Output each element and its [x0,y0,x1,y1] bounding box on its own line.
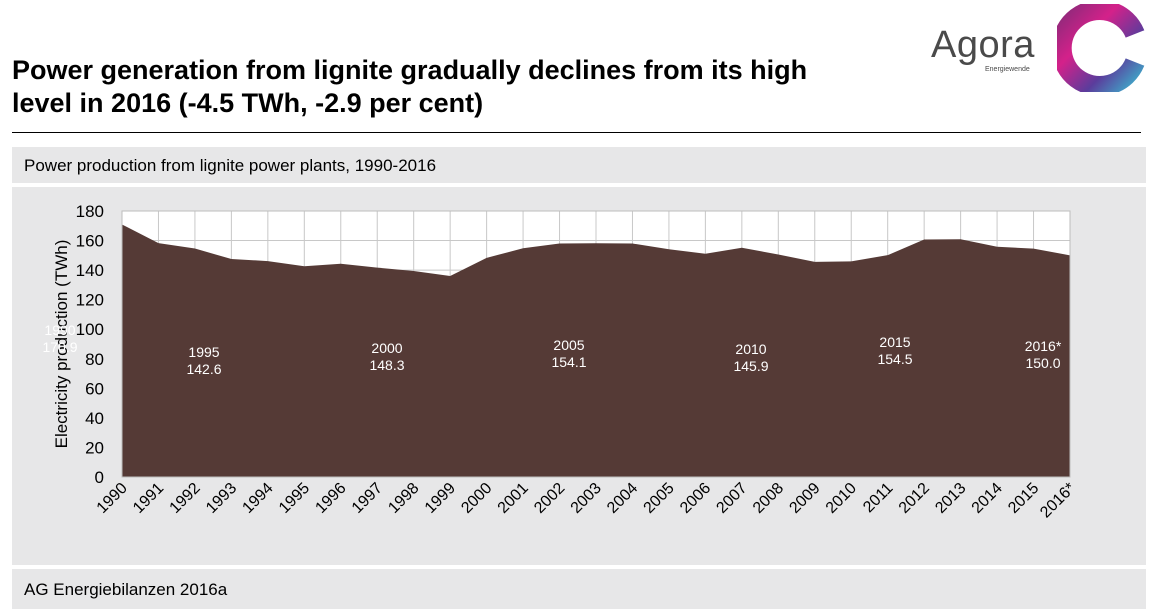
x-tick-label: 2011 [860,480,896,516]
y-tick-label: 40 [85,409,104,428]
annotation-year-1990: 1990 [44,322,75,338]
y-tick-label: 100 [76,320,104,339]
annotation-value-2016*: 150.0 [1025,355,1060,371]
annotation-value-2005: 154.1 [551,354,586,370]
x-tick-label: 2016* [1037,480,1079,522]
x-tick-label: 2006 [677,480,714,517]
y-tick-label: 140 [76,261,104,280]
x-tick-label: 2007 [713,480,750,517]
lignite-area-chart: 0 20 40 60 80 100 120 140 160 180 Electricity prod… [42,202,1079,522]
x-tick-label: 2009 [786,480,823,517]
page-title: Power generation from lignite gradually … [12,54,912,120]
source-text: AG Energiebilanzen 2016a [24,580,228,599]
plot-frame [121,210,1071,478]
y-tick-label: 160 [76,232,104,251]
chart-panel: 0 20 40 60 80 100 120 140 160 180 Electricity prod… [12,187,1146,565]
annotation-value-2000: 148.3 [369,357,404,373]
source-bar: AG Energiebilanzen 2016a [12,569,1146,609]
x-tick-label: 1997 [349,480,386,517]
x-tick-label: 2012 [896,480,933,517]
x-tick-label: 1998 [385,480,422,517]
x-tick-label: 1991 [130,480,167,517]
annotation-value-1995: 142.6 [186,361,221,377]
x-tick-label: 2001 [495,480,532,517]
annotation-value-1990: 170.9 [42,339,77,355]
x-tick-label: 2005 [641,480,678,517]
y-tick-label: 120 [76,291,104,310]
y-tick-label: 180 [76,202,104,221]
y-tick-label: 60 [85,379,104,398]
x-tick-label: 2000 [458,480,495,517]
logo-subtitle: Energiewende [985,66,1030,73]
annotation-year-2010: 2010 [735,341,766,357]
agora-ring-icon [1057,4,1145,92]
annotation-year-2016*: 2016* [1025,338,1062,354]
logo-wordmark: Agora [931,24,1035,66]
y-tick-label: 0 [95,468,104,487]
agora-logo: Agora Energiewende [925,4,1147,92]
x-tick-label: 1994 [239,480,276,517]
x-tick-label: 1992 [167,480,204,517]
y-tick-label: 80 [85,350,104,369]
x-tick-label: 2003 [568,480,605,517]
title-line-2: level in 2016 (-4.5 TWh, -2.9 per cent) [12,88,484,118]
annotation-year-1995: 1995 [188,344,219,360]
x-tick-label: 2002 [531,480,568,517]
chart-heading-bar: Power production from lignite power plan… [12,147,1146,183]
annotation-year-2015: 2015 [879,334,910,350]
chart-heading: Power production from lignite power plan… [24,156,437,175]
lignite-area-series [122,224,1070,477]
x-tick-label: 1999 [422,480,459,517]
x-tick-label: 1995 [276,480,313,517]
y-tick-label: 20 [85,438,104,457]
x-tick-label: 2013 [932,480,969,517]
x-tick-label: 2004 [604,480,641,517]
x-tick-label: 1996 [312,480,349,517]
x-tick-label: 2010 [823,480,860,517]
y-axis-label: Electricity production (TWh) [52,240,71,449]
annotation-value-2010: 145.9 [733,358,768,374]
annotation-value-2015: 154.5 [877,351,912,367]
title-line-1: Power generation from lignite gradually … [12,55,808,85]
x-tick-label: 2008 [750,480,787,517]
x-tick-label: 2014 [969,480,1006,517]
title-divider [12,132,1141,133]
annotation-year-2005: 2005 [553,337,584,353]
x-tick-label: 1993 [203,480,240,517]
annotation-year-2000: 2000 [371,340,402,356]
x-tick-label: 2015 [1005,480,1042,517]
